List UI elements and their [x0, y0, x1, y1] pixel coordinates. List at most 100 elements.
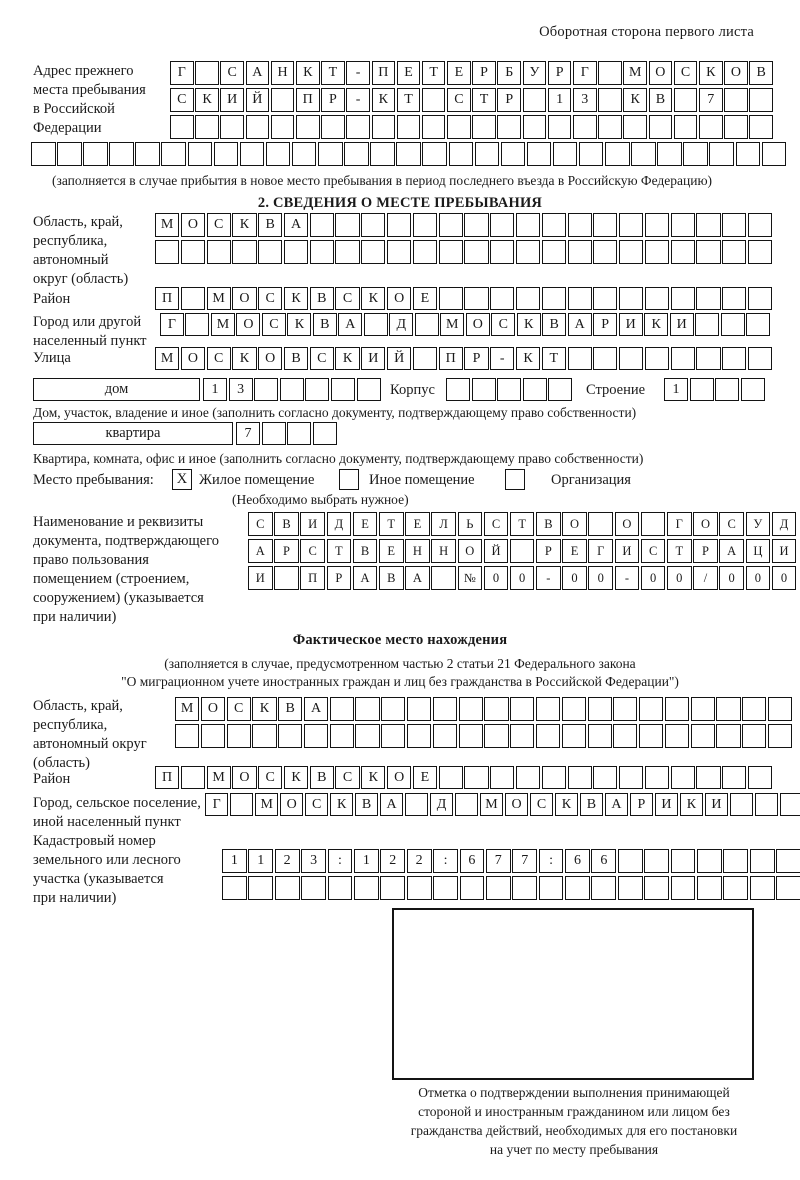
input-cell[interactable]: [723, 849, 749, 873]
input-cell[interactable]: Н: [431, 539, 456, 563]
input-cell[interactable]: [490, 213, 515, 237]
input-cell[interactable]: [598, 88, 622, 112]
input-cell[interactable]: 7: [698, 88, 723, 112]
input-cell[interactable]: 0: [771, 566, 797, 590]
input-cell[interactable]: [222, 876, 247, 900]
input-cell[interactable]: [422, 142, 447, 166]
input-cell[interactable]: 0: [667, 566, 692, 590]
input-cell[interactable]: Р: [693, 539, 718, 563]
input-cell[interactable]: С: [248, 512, 273, 536]
input-cell[interactable]: [689, 378, 714, 401]
input-cell[interactable]: [305, 378, 330, 401]
input-cell[interactable]: С: [261, 313, 286, 336]
input-cell[interactable]: И: [248, 566, 273, 590]
input-cell[interactable]: /: [693, 566, 718, 590]
stroenie-cells[interactable]: 1: [664, 378, 766, 401]
input-cell[interactable]: [226, 724, 251, 748]
input-cell[interactable]: В: [274, 512, 299, 536]
input-cell[interactable]: [321, 115, 345, 139]
input-cell[interactable]: [363, 313, 388, 336]
input-cell[interactable]: :: [538, 849, 564, 873]
input-cell[interactable]: [613, 724, 638, 748]
input-cell[interactable]: [716, 724, 741, 748]
cadastral-row-2[interactable]: [222, 876, 800, 900]
input-cell[interactable]: [438, 213, 463, 237]
input-cell[interactable]: [301, 876, 326, 900]
input-cell[interactable]: К: [232, 347, 257, 370]
input-cell[interactable]: П: [438, 347, 463, 370]
input-cell[interactable]: [729, 793, 754, 816]
input-cell[interactable]: [490, 287, 515, 310]
input-cell[interactable]: [664, 697, 690, 721]
input-cell[interactable]: И: [771, 539, 797, 563]
input-cell[interactable]: [346, 115, 370, 139]
input-cell[interactable]: [258, 240, 283, 264]
input-cell[interactable]: [548, 378, 573, 401]
input-cell[interactable]: [381, 724, 406, 748]
input-cell[interactable]: [510, 724, 535, 748]
input-cell[interactable]: [567, 766, 592, 789]
input-cell[interactable]: Е: [405, 512, 430, 536]
input-cell[interactable]: [245, 115, 270, 139]
input-cell[interactable]: [421, 88, 446, 112]
input-cell[interactable]: 3: [573, 88, 597, 112]
input-cell[interactable]: [407, 724, 432, 748]
input-cell[interactable]: О: [562, 512, 587, 536]
input-cell[interactable]: О: [180, 347, 205, 370]
input-cell[interactable]: :: [327, 849, 353, 873]
input-cell[interactable]: О: [465, 313, 490, 336]
input-cell[interactable]: [779, 793, 800, 816]
input-cell[interactable]: [644, 876, 670, 900]
previous-address-row-3[interactable]: [170, 115, 775, 139]
input-cell[interactable]: [312, 422, 337, 445]
input-cell[interactable]: [515, 240, 541, 264]
input-cell[interactable]: -: [490, 347, 515, 370]
input-cell[interactable]: 2: [406, 849, 432, 873]
input-cell[interactable]: [155, 240, 180, 264]
input-cell[interactable]: 3: [228, 378, 253, 401]
input-cell[interactable]: [619, 240, 644, 264]
input-cell[interactable]: 0: [640, 566, 666, 590]
section2-region-row-2[interactable]: [155, 240, 774, 264]
input-cell[interactable]: О: [258, 347, 283, 370]
input-cell[interactable]: [309, 213, 334, 237]
input-cell[interactable]: [327, 876, 353, 900]
input-cell[interactable]: Р: [472, 61, 496, 85]
input-cell[interactable]: [274, 876, 300, 900]
input-cell[interactable]: [588, 512, 614, 536]
input-cell[interactable]: [353, 876, 379, 900]
input-cell[interactable]: С: [529, 793, 554, 816]
input-cell[interactable]: [673, 115, 698, 139]
input-cell[interactable]: 0: [509, 566, 535, 590]
input-cell[interactable]: С: [447, 88, 471, 112]
input-cell[interactable]: [565, 876, 590, 900]
input-cell[interactable]: -: [614, 566, 640, 590]
input-cell[interactable]: К: [679, 793, 704, 816]
input-cell[interactable]: [754, 793, 779, 816]
input-cell[interactable]: О: [180, 213, 205, 237]
input-cell[interactable]: [605, 142, 630, 166]
input-cell[interactable]: [697, 876, 722, 900]
input-cell[interactable]: Д: [389, 313, 414, 336]
input-cell[interactable]: Г: [588, 539, 614, 563]
input-cell[interactable]: У: [522, 61, 547, 85]
input-cell[interactable]: О: [236, 313, 261, 336]
input-cell[interactable]: [619, 766, 644, 789]
input-cell[interactable]: [387, 240, 412, 264]
input-cell[interactable]: [248, 876, 274, 900]
input-cell[interactable]: [185, 313, 210, 336]
input-cell[interactable]: 1: [248, 849, 274, 873]
input-cell[interactable]: [587, 724, 612, 748]
input-cell[interactable]: В: [536, 512, 561, 536]
input-cell[interactable]: №: [457, 566, 483, 590]
input-cell[interactable]: [722, 240, 747, 264]
input-cell[interactable]: [696, 287, 721, 310]
input-cell[interactable]: [270, 88, 295, 112]
input-cell[interactable]: С: [300, 539, 325, 563]
input-cell[interactable]: Й: [483, 539, 509, 563]
input-cell[interactable]: [567, 287, 592, 310]
input-cell[interactable]: И: [669, 313, 694, 336]
